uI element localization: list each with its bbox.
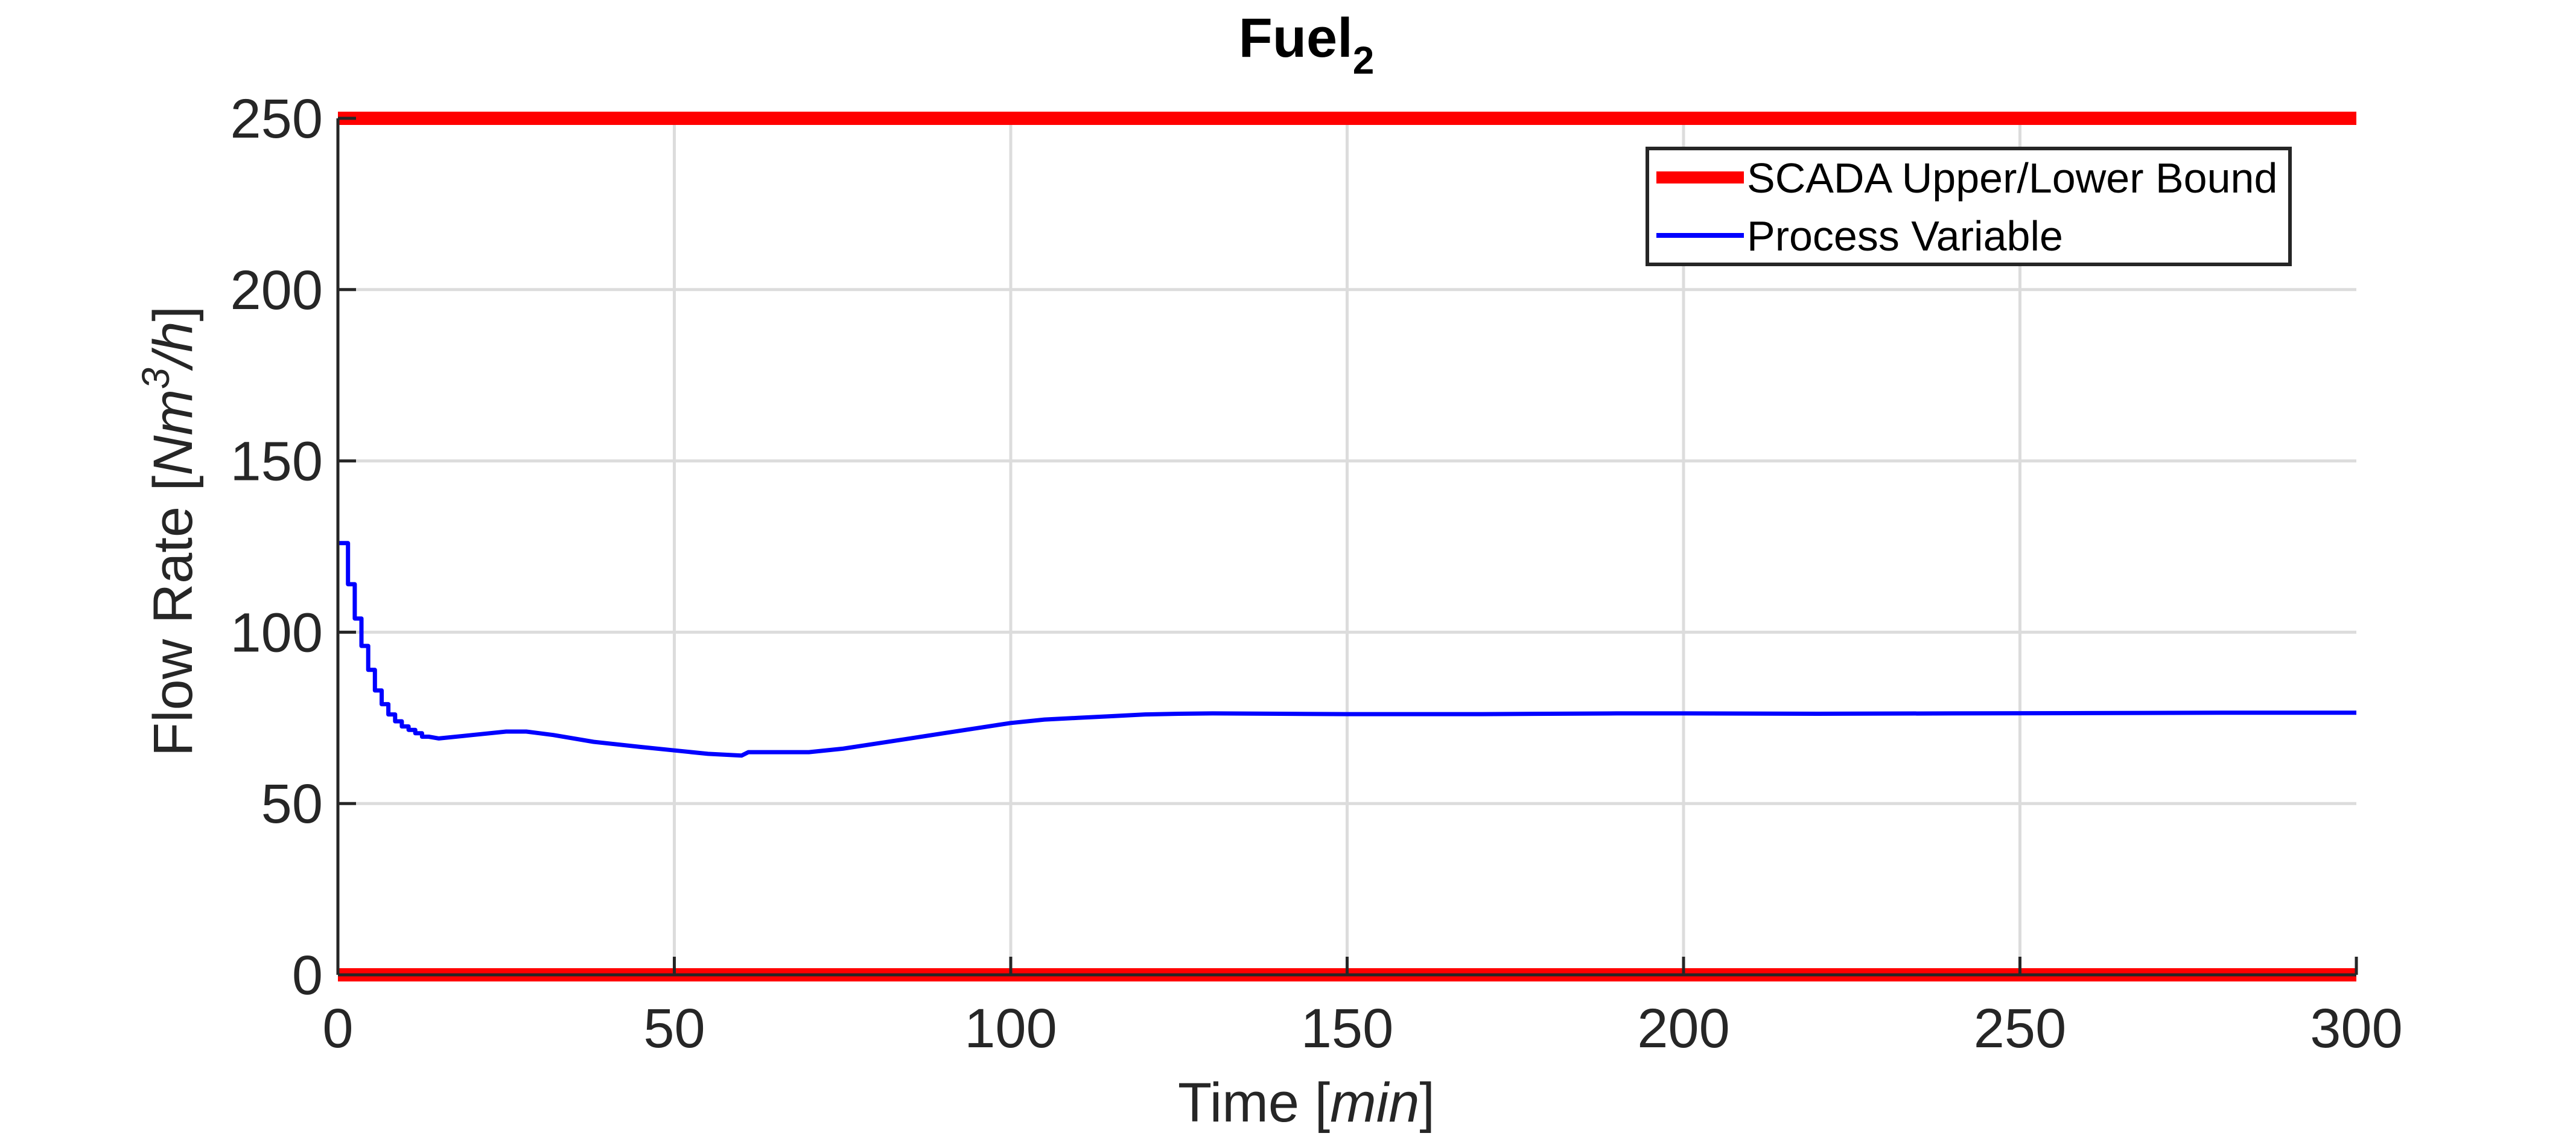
y-tick-label: 50 <box>261 773 323 835</box>
axes <box>336 116 2358 977</box>
y-tick-label: 150 <box>231 431 323 493</box>
y-tick-label: 100 <box>231 602 323 663</box>
y-tick-label: 250 <box>231 88 323 150</box>
y-tick-label: 200 <box>231 260 323 321</box>
grid <box>338 118 2356 975</box>
legend: SCADA Upper/Lower Bound Process Variable <box>1646 147 2292 266</box>
chart-title: Fuel2 <box>1239 7 1375 82</box>
x-tick-label: 250 <box>1974 998 2067 1059</box>
x-tick-label: 100 <box>964 998 1057 1059</box>
x-axis-title: Time [min] <box>1178 1072 1435 1134</box>
y-axis-title: Flow Rate [Nm3/h] <box>134 306 204 756</box>
x-tick-label: 0 <box>322 998 353 1059</box>
x-tick-label: 300 <box>2310 998 2403 1059</box>
process-variable-line <box>338 541 2356 758</box>
x-tick-label: 150 <box>1301 998 1394 1059</box>
y-tick-label: 0 <box>292 945 323 1006</box>
tick-labels: 0 50 100 150 200 250 300 0 50 100 150 200 250 <box>231 88 2403 1059</box>
legend-label-bound: SCADA Upper/Lower Bound <box>1747 155 2277 202</box>
x-tick-label: 200 <box>1637 998 1730 1059</box>
legend-box <box>1646 147 2292 266</box>
x-tick-label: 50 <box>643 998 705 1059</box>
legend-label-process: Process Variable <box>1747 212 2063 260</box>
